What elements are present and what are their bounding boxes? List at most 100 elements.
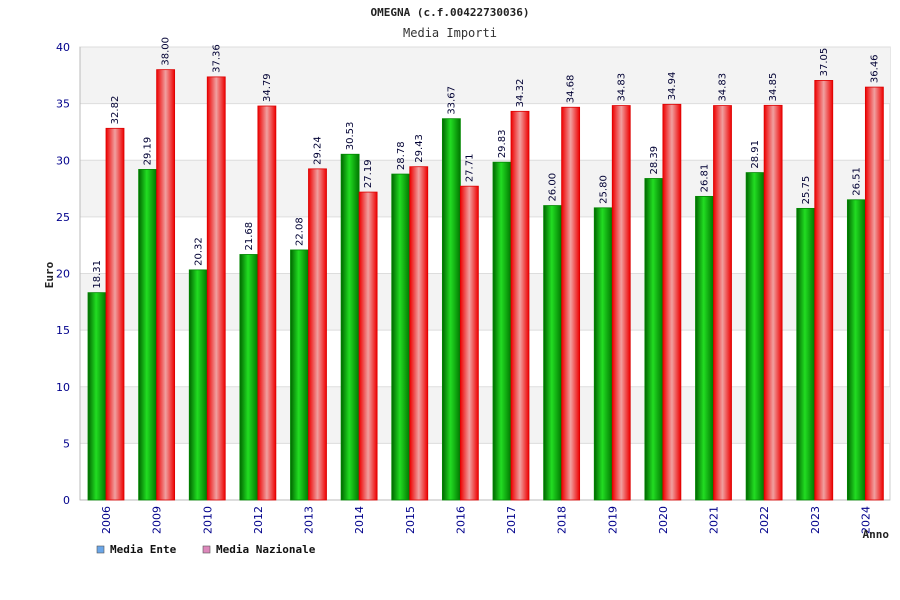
bar-media-nazionale xyxy=(662,103,682,501)
y-tick-label: 5 xyxy=(63,437,70,450)
data-label: 22.08 xyxy=(295,217,306,246)
bar-media-nazionale xyxy=(561,106,581,501)
y-tick-label: 10 xyxy=(56,381,70,394)
x-axis-ticks: 2006 2009 2010 2012 2013 2014 2015 2016 2017 2018… xyxy=(100,506,872,534)
data-label: 29.83 xyxy=(497,130,508,159)
y-tick-label: 30 xyxy=(56,154,70,167)
data-label: 28.39 xyxy=(649,146,660,175)
x-tick-label: 2012 xyxy=(252,506,265,534)
x-tick-label: 2016 xyxy=(454,506,467,534)
bar-media-nazionale xyxy=(763,104,783,501)
bars: 18.31 32.82 29.19 38.00 20.32 37.36 21.68 34.79… xyxy=(87,37,884,501)
bar-media-ente xyxy=(87,292,107,501)
bar-media-nazionale xyxy=(206,76,226,501)
y-tick-label: 35 xyxy=(56,98,70,111)
data-label: 28.78 xyxy=(396,141,407,170)
bar-media-ente xyxy=(846,199,866,501)
x-tick-label: 2015 xyxy=(404,506,417,534)
data-label: 34.83 xyxy=(718,73,729,102)
x-tick-label: 2010 xyxy=(201,506,214,534)
bar-media-ente xyxy=(644,178,664,501)
x-tick-label: 2022 xyxy=(758,506,771,534)
x-tick-label: 2023 xyxy=(809,506,822,534)
bar-media-nazionale xyxy=(611,105,631,501)
bar-media-ente xyxy=(188,269,208,501)
y-axis-ticks: 0 5 10 15 20 25 30 35 40 xyxy=(56,41,70,507)
data-label: 37.05 xyxy=(819,48,830,77)
data-label: 36.46 xyxy=(869,54,880,83)
data-label: 20.32 xyxy=(193,237,204,266)
data-label: 33.67 xyxy=(446,86,457,115)
bar-media-nazionale xyxy=(864,86,884,501)
data-label: 34.68 xyxy=(566,75,577,104)
x-tick-label: 2017 xyxy=(505,506,518,534)
bar-media-ente xyxy=(340,153,360,501)
bar-media-ente xyxy=(593,207,613,501)
bar-media-ente xyxy=(745,172,765,501)
bar-media-ente xyxy=(796,207,816,501)
y-tick-label: 0 xyxy=(63,494,70,507)
data-label: 34.79 xyxy=(262,73,273,102)
data-label: 34.94 xyxy=(667,72,678,101)
bar-media-nazionale xyxy=(257,105,277,501)
y-tick-label: 25 xyxy=(56,211,70,224)
data-label: 27.71 xyxy=(464,154,475,183)
data-label: 28.91 xyxy=(750,140,761,169)
bar-media-ente xyxy=(391,173,411,501)
data-label: 38.00 xyxy=(161,37,172,66)
x-tick-label: 2006 xyxy=(100,506,113,534)
y-tick-label: 15 xyxy=(56,324,70,337)
x-tick-label: 2014 xyxy=(353,506,366,534)
bar-media-nazionale xyxy=(156,69,176,501)
bar-media-nazionale xyxy=(510,110,530,501)
x-tick-label: 2009 xyxy=(151,506,164,534)
chart-title: OMEGNA (c.f.00422730036) xyxy=(371,6,530,19)
chart-subtitle: Media Importi xyxy=(403,26,497,40)
data-label: 37.36 xyxy=(211,44,222,73)
data-label: 25.80 xyxy=(598,175,609,204)
data-label: 21.68 xyxy=(244,222,255,251)
legend-swatch xyxy=(96,545,105,554)
data-label: 26.00 xyxy=(548,173,559,202)
bar-media-nazionale xyxy=(713,105,732,501)
data-label: 29.19 xyxy=(143,137,154,166)
bar-media-ente xyxy=(138,169,158,501)
data-label: 34.83 xyxy=(616,73,627,102)
data-label: 32.82 xyxy=(110,96,121,125)
x-tick-label: 2020 xyxy=(657,506,670,534)
bar-media-ente xyxy=(695,195,714,501)
y-tick-label: 40 xyxy=(56,41,70,54)
bar-media-nazionale xyxy=(105,127,125,501)
legend-swatch xyxy=(202,545,211,554)
data-label: 34.85 xyxy=(768,73,779,102)
bar-media-nazionale xyxy=(308,168,327,501)
data-label: 27.19 xyxy=(363,159,374,188)
data-label: 29.24 xyxy=(313,136,324,165)
y-axis-label: Euro xyxy=(43,261,56,288)
data-label: 26.81 xyxy=(700,164,711,193)
x-tick-label: 2021 xyxy=(708,506,721,534)
x-tick-label: 2024 xyxy=(859,506,872,534)
legend: Media Ente Media Nazionale xyxy=(96,543,316,556)
data-label: 25.75 xyxy=(801,176,812,205)
data-label: 34.32 xyxy=(515,79,526,108)
legend-label: Media Ente xyxy=(110,543,177,556)
bar-media-nazionale xyxy=(409,166,429,501)
x-tick-label: 2019 xyxy=(606,506,619,534)
data-label: 26.51 xyxy=(851,167,862,196)
bar-media-ente xyxy=(239,254,259,501)
data-label: 18.31 xyxy=(92,260,103,289)
x-axis-label: Anno xyxy=(863,528,890,541)
bar-media-ente xyxy=(290,249,309,501)
y-tick-label: 20 xyxy=(56,268,70,281)
bar-media-ente xyxy=(441,118,461,501)
x-tick-label: 2018 xyxy=(556,506,569,534)
bar-media-nazionale xyxy=(459,185,479,501)
bar-media-nazionale xyxy=(814,80,834,501)
x-tick-label: 2013 xyxy=(303,506,316,534)
data-label: 30.53 xyxy=(345,122,356,151)
bar-media-nazionale xyxy=(358,191,378,501)
bar-media-ente xyxy=(543,205,563,501)
data-label: 29.43 xyxy=(414,134,425,163)
